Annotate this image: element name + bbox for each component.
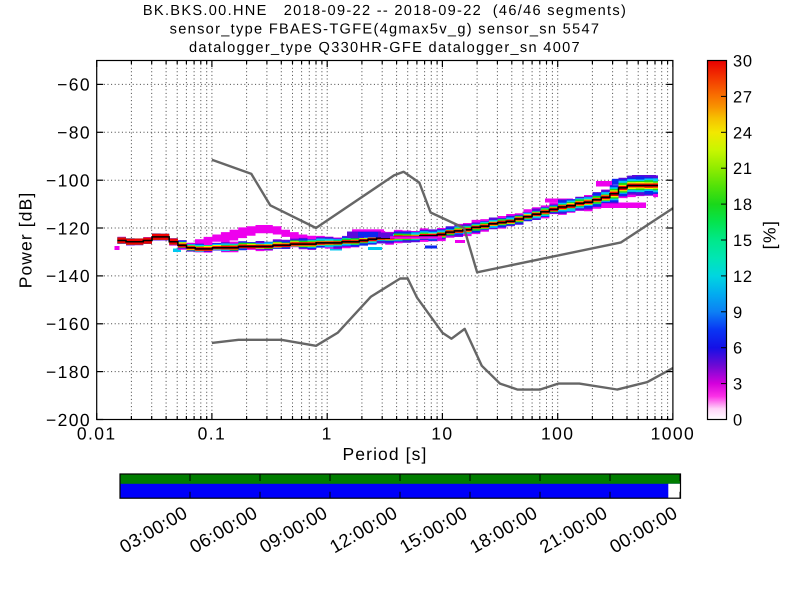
svg-text:BK.BKS.00.HNE 2018-09-22 --: BK.BKS.00.HNE 2018-09-22 -- 2018-09-22 (… (143, 3, 627, 19)
svg-text:27: 27 (733, 88, 753, 106)
svg-text:Period [s]: Period [s] (343, 444, 428, 464)
svg-text:12: 12 (733, 268, 753, 286)
svg-text:datalogger_type Q330HR-GFE dat: datalogger_type Q330HR-GFE datalogger_sn… (189, 40, 581, 56)
svg-text:−60: −60 (57, 75, 91, 95)
svg-text:[%]: [%] (760, 220, 780, 250)
svg-text:−80: −80 (57, 123, 91, 143)
svg-text:6: 6 (733, 340, 743, 358)
svg-text:9: 9 (733, 304, 743, 322)
svg-text:10: 10 (431, 424, 453, 444)
svg-text:−180: −180 (46, 362, 91, 382)
svg-text:sensor_type FBAES-TGFE(4gmax5v: sensor_type FBAES-TGFE(4gmax5v_g) sensor… (170, 22, 601, 38)
svg-text:100: 100 (541, 424, 574, 444)
svg-text:1000: 1000 (651, 424, 696, 444)
svg-text:−100: −100 (46, 171, 91, 191)
svg-text:30: 30 (733, 53, 753, 71)
svg-text:0: 0 (733, 412, 743, 430)
svg-text:−200: −200 (46, 410, 91, 430)
svg-text:0.01: 0.01 (77, 424, 117, 444)
svg-text:−120: −120 (46, 218, 91, 238)
svg-text:−160: −160 (46, 314, 91, 334)
svg-text:3: 3 (733, 376, 743, 394)
svg-text:18: 18 (733, 196, 753, 214)
svg-text:24: 24 (733, 124, 753, 142)
svg-text:0.1: 0.1 (198, 424, 227, 444)
svg-text:15: 15 (733, 232, 753, 250)
svg-text:−140: −140 (46, 266, 91, 286)
svg-text:Power [dB]: Power [dB] (16, 192, 36, 289)
svg-text:1: 1 (322, 424, 333, 444)
svg-text:21: 21 (733, 160, 753, 178)
